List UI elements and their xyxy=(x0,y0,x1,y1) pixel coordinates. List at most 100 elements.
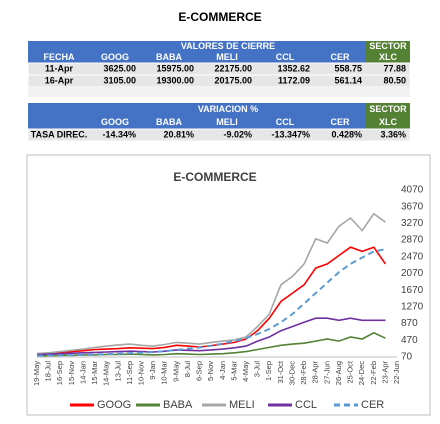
x-tick-label: 22-Feb xyxy=(369,361,378,385)
x-tick-label: 26-Aug xyxy=(334,361,343,385)
x-tick-label: 10-Nov xyxy=(137,361,146,385)
series-line xyxy=(36,248,386,357)
table-cell: TASA DIREC. xyxy=(31,129,88,139)
header-band xyxy=(28,103,366,129)
y-tick-label: 870 xyxy=(401,318,418,329)
table-cell: 11-Apr xyxy=(45,63,74,73)
column-header: MELI xyxy=(216,117,238,127)
legend-label: CER xyxy=(361,399,384,411)
chart-title: E-COMMERCE xyxy=(173,170,256,184)
table-cell: 15975.00 xyxy=(156,63,194,73)
group-header: VARIACION % xyxy=(198,104,258,114)
column-header: FECHA xyxy=(44,52,75,62)
column-header: BABA xyxy=(156,117,182,127)
legend-label: CCL xyxy=(295,399,317,411)
legend-label: GOOG xyxy=(97,399,131,411)
x-tick-label: 27-Jun xyxy=(322,361,331,384)
x-tick-label: 24-Dec xyxy=(357,361,366,385)
x-tick-label: 14-May xyxy=(102,361,111,386)
table-cell: 3105.00 xyxy=(103,75,136,85)
table-cell: 22175.00 xyxy=(214,63,252,73)
series-line xyxy=(37,331,386,357)
x-tick-label: 18-Jul xyxy=(44,361,53,382)
x-tick-label: 30-Dec xyxy=(287,361,296,385)
x-tick-label: 11-Sep xyxy=(125,361,134,385)
x-tick-label: 25-Oct xyxy=(346,360,355,383)
x-tick-label: 28-Apr xyxy=(311,361,320,384)
table-cell: 3.36% xyxy=(380,129,406,139)
table-cell: 19300.00 xyxy=(156,75,194,85)
column-header: XLC xyxy=(379,52,398,62)
x-tick-label: 28-Feb xyxy=(299,361,308,385)
column-header: GOOG xyxy=(101,117,129,127)
table-cell: 0.428% xyxy=(331,129,362,139)
table-cell: 20.81% xyxy=(163,129,194,139)
x-tick-label: 16-Sep xyxy=(55,361,64,385)
page-title: E-COMMERCE xyxy=(178,10,261,24)
column-header: CER xyxy=(330,117,350,127)
x-tick-label: 13-Jul xyxy=(113,361,122,382)
table-cell: 1352.62 xyxy=(277,63,310,73)
table-cell: 1172.09 xyxy=(278,75,310,85)
x-tick-label: 10-Mar xyxy=(160,361,169,385)
table-cell: 558.75 xyxy=(334,63,362,73)
column-header: BABA xyxy=(156,52,182,62)
sector-header: SECTOR xyxy=(369,41,407,51)
y-tick-label: 2870 xyxy=(401,235,424,246)
table-cell: -9.02% xyxy=(223,129,252,139)
x-tick-label: 1-Sep xyxy=(264,361,273,381)
x-tick-label: 15-Mar xyxy=(90,361,99,385)
spacer-row xyxy=(28,87,410,97)
legend-label: MELI xyxy=(229,399,255,411)
y-tick-label: 470 xyxy=(401,335,418,346)
chart-frame xyxy=(26,154,431,416)
table-cell: -14.34% xyxy=(102,129,136,139)
sector-band xyxy=(366,103,410,129)
sector-header: SECTOR xyxy=(369,104,407,114)
y-tick-label: 70 xyxy=(401,352,413,363)
series-line xyxy=(36,317,386,356)
column-header: CER xyxy=(330,52,350,62)
x-tick-label: 8-Jul xyxy=(183,361,192,378)
x-tick-label: 19-May xyxy=(32,361,41,386)
table-cell: 77.88 xyxy=(383,63,406,73)
series-line xyxy=(36,212,386,355)
x-tick-label: 14-Jan xyxy=(78,361,87,384)
y-tick-label: 3670 xyxy=(401,201,424,212)
x-tick-label: 23-Apr xyxy=(380,361,389,384)
column-header: GOOG xyxy=(101,52,129,62)
y-tick-label: 3270 xyxy=(401,218,424,229)
y-tick-label: 2070 xyxy=(401,268,424,279)
x-tick-label: 9-Jan xyxy=(148,361,157,380)
x-tick-label: 15-Nov xyxy=(67,361,76,385)
x-tick-label: 3-Jul xyxy=(253,361,262,378)
table-cell: -13.347% xyxy=(271,129,310,139)
x-tick-label: 5-Mar xyxy=(229,361,238,381)
group-header: VALORES DE CIERRE xyxy=(181,41,275,51)
y-tick-label: 1670 xyxy=(401,285,424,296)
table-cell: 3625.00 xyxy=(103,63,136,73)
table-cell: 20175.00 xyxy=(214,75,252,85)
x-tick-label: 31-Oct xyxy=(276,360,285,383)
column-header: MELI xyxy=(216,52,238,62)
x-tick-label: 4-May xyxy=(241,361,250,382)
x-tick-label: 4-Jan xyxy=(218,361,227,380)
table-row xyxy=(27,128,411,142)
y-tick-label: 4070 xyxy=(401,185,424,196)
legend-label: BABA xyxy=(163,399,193,411)
x-tick-label: 5-Nov xyxy=(206,361,215,381)
sector-band xyxy=(366,41,410,63)
table-cell: 561.14 xyxy=(334,75,362,85)
y-tick-label: 2470 xyxy=(401,251,424,262)
column-header: XLC xyxy=(379,117,398,127)
column-header: CCL xyxy=(276,52,295,62)
column-header: CCL xyxy=(276,117,295,127)
table-cell: 16-Apr xyxy=(45,75,74,85)
y-tick-label: 1270 xyxy=(401,302,424,313)
x-tick-label: 9-May xyxy=(171,361,180,382)
table-cell: 80.50 xyxy=(383,75,406,85)
x-tick-label: 22-Jun xyxy=(392,361,401,384)
x-tick-label: 6-Sep xyxy=(195,361,204,381)
